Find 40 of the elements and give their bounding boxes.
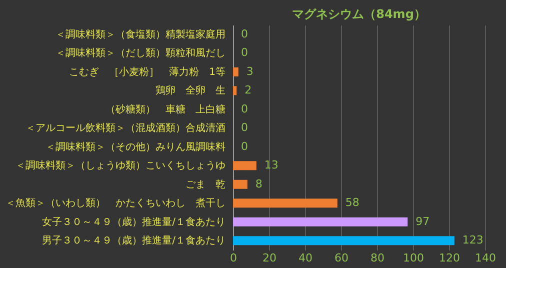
x-tick-label: 60 [334,252,348,264]
bar [233,161,256,170]
bar [233,198,338,208]
y-tick-label: 女子３０～４９（歳）推進量/１食あたり [42,216,226,228]
bar [233,67,238,76]
data-label: 0 [241,27,248,40]
y-tick-label: ごま 乾 [186,178,226,190]
x-tick-label: 80 [370,252,384,264]
x-tick-label: 140 [475,252,496,264]
x-tick-label: 100 [403,252,424,264]
data-label: 2 [244,84,252,97]
data-label: 0 [241,46,248,60]
data-label: 3 [246,64,254,78]
y-tick-label: 鶏卵 全卵 生 [156,84,226,97]
bar [233,217,408,226]
data-label: 0 [241,140,248,153]
y-tick-label: ＜調味料類＞（その他）みりん風調味料 [46,140,226,153]
bar [233,86,237,96]
data-label: 123 [462,234,484,247]
chart-title: マグネシウム（84mg） [292,7,426,21]
data-label: 8 [255,177,262,190]
y-tick-label: ＜魚類＞（いわし類） かたくちいわし 煮干し [6,197,226,210]
bar [233,180,248,189]
y-tick-label: ＜アルコール飲料類＞（混成酒類）合成清酒 [26,122,226,134]
x-tick-label: 0 [230,252,237,264]
data-label: 58 [345,196,360,210]
x-tick-label: 120 [439,252,460,264]
x-tick-label: 40 [298,252,312,264]
data-label: 97 [416,214,430,228]
y-tick-label: ＜調味料類＞（だし類）顆粒和風だし [56,47,226,60]
y-tick-label: ＜調味料類＞（食塩類）精製塩家庭用 [56,28,226,40]
x-tick-label: 20 [262,252,276,264]
y-tick-label: こむぎ ［小麦粉］ 薄力粉 1等 [69,66,226,78]
data-label: 0 [241,102,248,116]
bar [233,236,454,246]
y-tick-label: （砂糖類） 車糖 上白糖 [106,103,226,116]
y-tick-label: ＜調味料類＞（しょうゆ類）こいくちしょうゆ [16,160,226,172]
y-tick-label: 男子３０～４９（歳）推進量/１食あたり [42,234,226,247]
data-label: 13 [264,158,278,172]
data-label: 0 [241,121,248,134]
